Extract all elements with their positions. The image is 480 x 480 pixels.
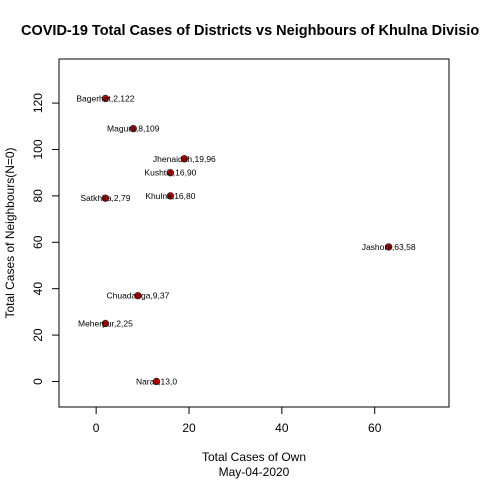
- point-label: Magura,8,109: [107, 124, 160, 134]
- data-point: [180, 155, 189, 163]
- chart-title: COVID-19 Total Cases of Districts vs Nei…: [21, 23, 480, 39]
- data-point: [152, 377, 161, 386]
- x-axis-subtitle: May-04-2020: [219, 465, 290, 479]
- point-label: Kushtia,16,90: [144, 168, 196, 178]
- data-point: [166, 192, 175, 200]
- y-tick-label: 120: [31, 93, 45, 113]
- point-label: Khulna,16,80: [145, 191, 195, 201]
- y-tick-label: 100: [31, 139, 45, 159]
- x-tick-label: 20: [182, 421, 196, 435]
- x-tick-label: 0: [93, 421, 100, 435]
- data-point: [166, 168, 175, 177]
- point-label: Bagerhat,2,122: [76, 93, 134, 103]
- point-labels: Bagerhat,2,122 Magura,8,109 Jhenaidah,19,9…: [76, 93, 415, 386]
- y-axis: 0 20 40 60 80 100 120: [31, 93, 60, 385]
- point-label: Satkhira,2,79: [80, 193, 130, 203]
- y-axis-title: Total Cases of Neighbours(N=0): [3, 147, 17, 318]
- data-point: [101, 319, 110, 328]
- point-label: Chuadanga,9,37: [106, 291, 169, 301]
- x-tick-label: 60: [368, 421, 382, 435]
- data-point: [101, 94, 110, 103]
- x-axis: 0 20 40 60: [93, 406, 382, 435]
- x-tick-label: 40: [275, 421, 289, 435]
- data-point: [134, 291, 142, 300]
- data-points: [101, 94, 393, 386]
- y-tick-label: 40: [31, 282, 45, 296]
- data-point: [101, 194, 110, 202]
- plot-frame: [58, 58, 450, 408]
- y-tick-label: 20: [31, 328, 45, 342]
- point-label: Jashore,63,58: [362, 242, 416, 252]
- y-tick-label: 60: [31, 235, 45, 249]
- y-tick-label: 0: [31, 378, 45, 385]
- data-point: [384, 243, 393, 251]
- y-tick-label: 80: [31, 189, 45, 203]
- point-label: Jhenaidah,19,96: [153, 154, 216, 164]
- x-axis-title: Total Cases of Own: [202, 450, 306, 464]
- point-label: Meherpur,2,25: [78, 318, 133, 328]
- data-point: [129, 124, 137, 133]
- point-label: Narail,13,0: [136, 376, 177, 386]
